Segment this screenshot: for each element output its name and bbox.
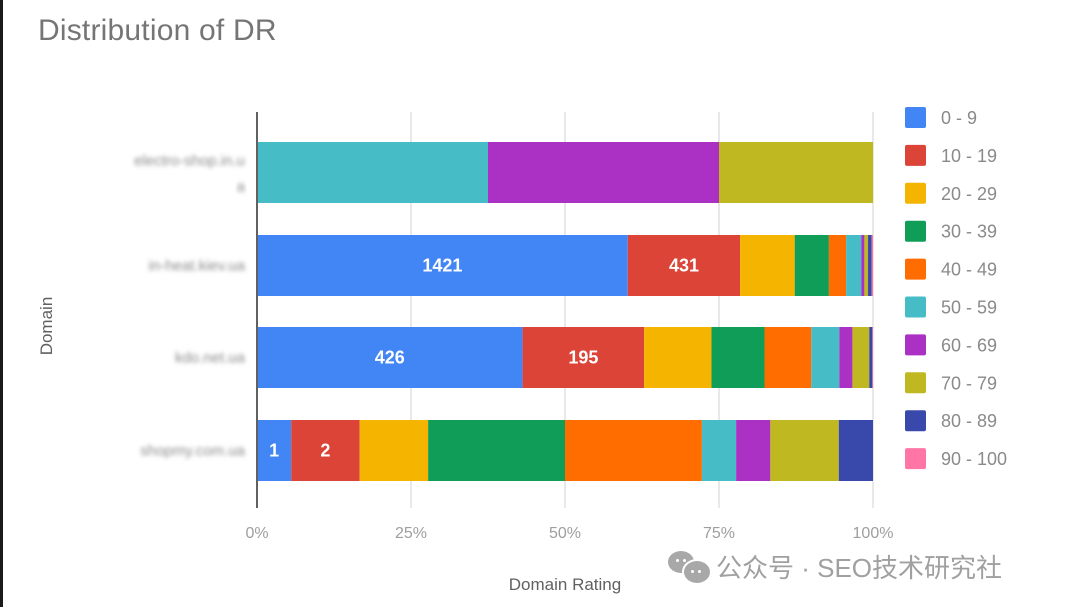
- x-axis-title: Domain Rating: [509, 575, 621, 594]
- legend-label: 70 - 79: [941, 373, 997, 393]
- watermark-text: 公众号 · SEO技术研究社: [716, 553, 1003, 583]
- x-tick-label: 50%: [549, 525, 581, 542]
- data-label: 1: [269, 441, 279, 461]
- chart-title: Distribution of DR: [38, 14, 277, 47]
- legend-label: 90 - 100: [941, 449, 1007, 469]
- bar-segment: [711, 327, 765, 388]
- bar-segment: [644, 327, 712, 388]
- bar-segment: [871, 235, 873, 296]
- x-tick-label: 75%: [703, 525, 735, 542]
- data-label: 2: [320, 441, 330, 461]
- x-tick-label: 100%: [853, 525, 894, 542]
- data-label: 426: [375, 348, 405, 368]
- bar-segment: [838, 420, 873, 481]
- legend-swatch: [905, 296, 926, 318]
- bar-segment: [861, 235, 865, 296]
- bars: [257, 142, 873, 481]
- bar-segment: [770, 420, 839, 481]
- legend-label: 10 - 19: [941, 146, 997, 166]
- bar-segment: [701, 420, 737, 481]
- bar-segment: [852, 327, 870, 388]
- bar-segment: [869, 327, 873, 388]
- bar-segment: [428, 420, 565, 481]
- legend-swatch: [905, 448, 926, 470]
- legend-swatch: [905, 107, 926, 128]
- bar-segment: [522, 327, 645, 388]
- legend-label: 80 - 89: [941, 411, 997, 431]
- legend-label: 40 - 49: [941, 260, 997, 280]
- legend-label: 0 - 9: [941, 108, 977, 128]
- legend-swatch: [905, 334, 926, 356]
- legend-label: 50 - 59: [941, 298, 997, 318]
- bar-segment: [257, 235, 628, 296]
- legend-swatch: [905, 144, 926, 166]
- bar-segment: [794, 235, 829, 296]
- bar-segment: [868, 235, 872, 296]
- category-label: in-heat.kiev.ua: [149, 258, 246, 275]
- legend-swatch: [905, 182, 926, 204]
- wechat-icon: [668, 550, 712, 585]
- x-tick-label: 0%: [245, 525, 268, 542]
- bar-segment: [257, 142, 488, 203]
- left-border: [0, 0, 3, 607]
- legend-swatch: [905, 410, 926, 432]
- bar-segment: [811, 327, 840, 388]
- bar-segment: [257, 420, 292, 481]
- bar-segment: [764, 327, 812, 388]
- category-label: shopmy.com.ua: [140, 443, 245, 460]
- bar-segment: [719, 142, 873, 203]
- data-label: 431: [669, 256, 699, 276]
- bar-segment: [257, 327, 523, 388]
- segment-labels: 1421 431 426 195 1 2: [269, 256, 699, 461]
- bar-segment: [846, 235, 862, 296]
- bar-segment: [864, 235, 869, 296]
- bar-segment: [565, 420, 702, 481]
- legend-label: 30 - 39: [941, 222, 997, 242]
- bar-segment: [839, 327, 853, 388]
- bar-segment: [736, 420, 771, 481]
- x-tick-labels: 0% 25% 50% 75% 100%: [245, 525, 893, 542]
- legend-swatch: [905, 258, 926, 280]
- category-labels: electro-shop.in.u a in-heat.kiev.ua kdo.net…: [134, 153, 246, 460]
- legend-label: 20 - 29: [941, 184, 997, 204]
- bar-segment: [488, 142, 719, 203]
- legend: 0 - 9 10 - 19 20 - 29 30 - 39 40 - 49 50 - 59…: [905, 107, 1007, 470]
- legend-swatch: [905, 372, 926, 394]
- bar-segment: [627, 235, 741, 296]
- bar-segment: [359, 420, 429, 481]
- data-label: 195: [568, 348, 598, 368]
- y-axis-title: Domain: [37, 297, 56, 356]
- x-tick-label: 25%: [395, 525, 427, 542]
- category-label: kdo.net.ua: [175, 350, 246, 367]
- data-label: 1421: [422, 256, 462, 276]
- bar-segment: [828, 235, 847, 296]
- category-label: a: [237, 179, 246, 196]
- watermark: 公众号 · SEO技术研究社: [668, 548, 1002, 585]
- legend-label: 60 - 69: [941, 335, 997, 355]
- bar-segment: [872, 327, 873, 388]
- category-label: electro-shop.in.u: [134, 153, 245, 170]
- bar-segment: [740, 235, 795, 296]
- bar-segment: [291, 420, 360, 481]
- legend-swatch: [905, 220, 926, 242]
